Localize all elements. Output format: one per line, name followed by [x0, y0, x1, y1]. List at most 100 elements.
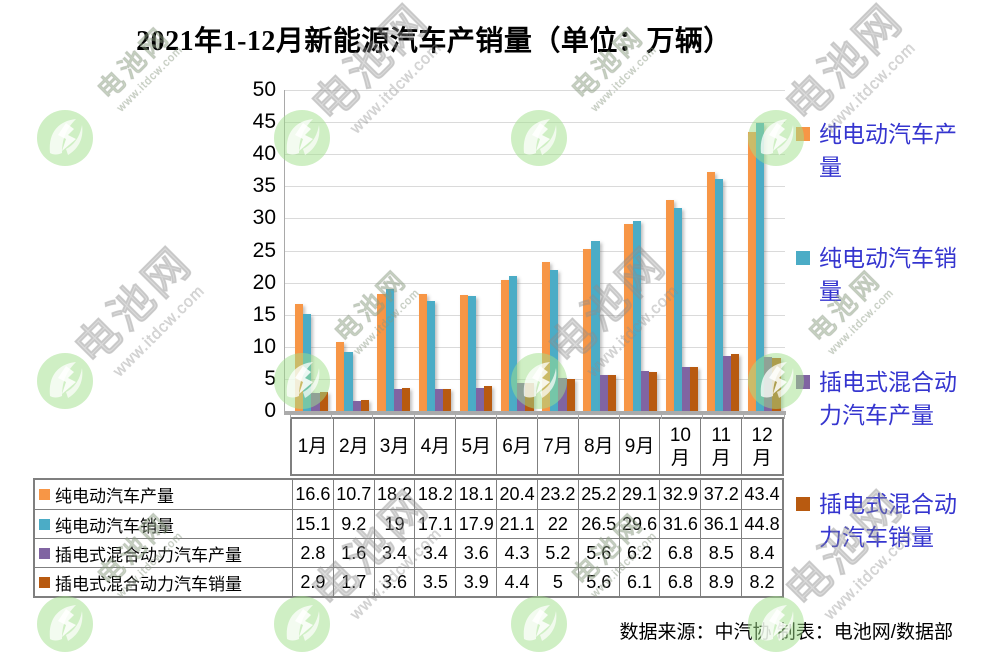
series-swatch	[39, 518, 50, 530]
month-cell-8月: 8月	[577, 419, 619, 474]
plot-area	[284, 90, 785, 411]
table-value-cell: 20.4	[496, 480, 537, 509]
bar-11月-纯电动汽车销量	[714, 179, 724, 411]
bar-5月-插电式混合动力汽车产量	[476, 387, 485, 411]
table-value-cell: 3.4	[414, 539, 455, 567]
month-cell-4月: 4月	[414, 419, 455, 474]
table-series-label: 纯电动汽车产量	[35, 480, 292, 509]
x-axis-tick	[660, 411, 662, 419]
x-axis-line	[284, 411, 786, 415]
bar-3月-纯电动汽车销量	[385, 289, 394, 411]
y-tick-label: 50	[252, 78, 276, 101]
y-tick-label: 10	[252, 334, 276, 358]
table-value-cell: 6.8	[659, 539, 700, 567]
bar-5月-插电式混合动力汽车销量	[484, 385, 493, 411]
legend-label: 纯电动汽车销量	[819, 245, 957, 304]
series-name: 纯电动汽车产量	[55, 487, 174, 506]
bar-2月-插电式混合动力汽车产量	[352, 400, 361, 411]
series-name: 插电式混合动力汽车销量	[55, 574, 242, 594]
table-value-cell: 15.1	[292, 510, 333, 538]
table-value-cell: 5.2	[536, 539, 578, 567]
bar-9月-插电式混合动力汽车销量	[648, 371, 658, 411]
watermark-brand-text: 电池网	[65, 237, 203, 375]
bar-7月-纯电动汽车销量	[550, 269, 559, 411]
x-axis-tick	[495, 411, 497, 419]
bar-9月-插电式混合动力汽车产量	[640, 371, 649, 411]
bar-1月-插电式混合动力汽车产量	[311, 393, 320, 411]
series-name: 纯电动汽车销量	[55, 516, 174, 536]
table-value-cell: 3.4	[373, 539, 415, 567]
bar-9月-纯电动汽车产量	[624, 224, 633, 411]
month-cell-11月: 11月	[700, 419, 741, 474]
bar-10月-纯电动汽车销量	[673, 208, 682, 411]
table-value-cell: 25.2	[577, 480, 619, 509]
x-axis-tick	[331, 411, 333, 419]
table-row: 插电式混合动力汽车产量 2.8 1.6 3.4 3.4 3.6 4.3 5.2 5.6 6.2 6.…	[35, 538, 782, 567]
x-axis-tick	[454, 411, 456, 419]
x-axis-tick	[413, 411, 415, 419]
table-series-label: 插电式混合动力汽车销量	[35, 568, 292, 596]
y-tick-label: 25	[252, 238, 276, 262]
month-cell-9月: 9月	[618, 419, 660, 474]
bar-1月-插电式混合动力汽车销量	[319, 392, 328, 411]
table-value-cell: 18.2	[373, 480, 415, 509]
table-value-cell: 5.6	[577, 539, 619, 567]
month-cell-12月: 12月	[741, 419, 782, 474]
watermark-logo	[273, 595, 331, 656]
month-cell-6月: 6月	[496, 419, 537, 474]
bar-12月-插电式混合动力汽车产量	[764, 357, 773, 411]
table-row: 插电式混合动力汽车销量 2.9 1.7 3.6 3.5 3.9 4.4 5 5.6 6.1 6.8 8…	[35, 567, 782, 596]
gridline	[285, 90, 785, 91]
table-value-cell: 31.6	[659, 510, 700, 538]
month-cell-7月: 7月	[536, 419, 578, 474]
table-value-cell: 18.1	[455, 480, 496, 509]
gridline	[285, 250, 785, 252]
bar-3月-纯电动汽车产量	[377, 294, 386, 411]
watermark-logo	[36, 109, 94, 172]
watermark-url-text: www.itdcw.com	[110, 282, 209, 381]
x-axis-tick	[701, 411, 703, 419]
source-note: 数据来源：中汽协 制表：电池网/数据部	[619, 622, 953, 643]
table-value-cell: 18.2	[414, 480, 455, 509]
series-swatch	[39, 547, 50, 559]
bar-4月-纯电动汽车销量	[426, 301, 435, 411]
bar-12月-纯电动汽车销量	[756, 123, 765, 411]
bar-12月-插电式混合动力汽车销量	[772, 358, 781, 411]
gridline	[285, 314, 785, 316]
table-value-cell: 5	[536, 568, 578, 596]
legend-swatch-teal	[796, 251, 810, 265]
table-value-cell: 10.7	[332, 480, 374, 509]
legend-item-bev-sales: 纯电动汽车销量	[796, 242, 982, 308]
table-value-cell: 2.9	[292, 568, 333, 596]
table-value-cell: 3.5	[414, 568, 455, 596]
bar-4月-纯电动汽车产量	[418, 294, 427, 411]
table-series-label: 纯电动汽车销量	[35, 510, 292, 538]
data-table: 纯电动汽车产量 16.6 10.7 18.2 18.2 18.1 20.4 23.2 25.2 2…	[33, 478, 784, 598]
table-row: 纯电动汽车销量 15.1 9.2 19 17.1 17.9 21.1 22 26.5 29.6 31…	[35, 509, 782, 538]
table-value-cell: 8.4	[741, 539, 782, 567]
table-value-cell: 8.5	[700, 539, 741, 567]
table-value-cell: 29.1	[618, 480, 660, 509]
bar-7月-纯电动汽车产量	[542, 262, 551, 411]
bar-1月-纯电动汽车产量	[295, 304, 304, 411]
watermark-logo	[36, 352, 94, 415]
table-value-cell: 43.4	[741, 480, 782, 509]
table-value-cell: 36.1	[700, 510, 741, 538]
bar-6月-插电式混合动力汽车销量	[525, 382, 534, 411]
legend-item-bev-production: 纯电动汽车产量	[796, 118, 982, 184]
gridline	[285, 218, 785, 220]
watermark-text: 电池网 www.itdcw.com	[57, 229, 217, 389]
gridline	[285, 346, 785, 348]
table-row: 纯电动汽车产量 16.6 10.7 18.2 18.2 18.1 20.4 23.2 25.2 2…	[35, 480, 782, 509]
table-value-cell: 3.6	[373, 568, 415, 596]
table-value-cell: 6.8	[659, 568, 700, 596]
x-axis-tick	[619, 411, 621, 419]
table-value-cell: 9.2	[332, 510, 374, 538]
bar-11月-插电式混合动力汽车销量	[731, 353, 740, 411]
x-axis-tick	[784, 411, 785, 419]
x-axis-tick	[372, 411, 374, 419]
bar-2月-纯电动汽车产量	[336, 342, 345, 411]
y-tick-label: 0	[264, 399, 276, 422]
legend-label: 纯电动汽车产量	[819, 121, 957, 180]
